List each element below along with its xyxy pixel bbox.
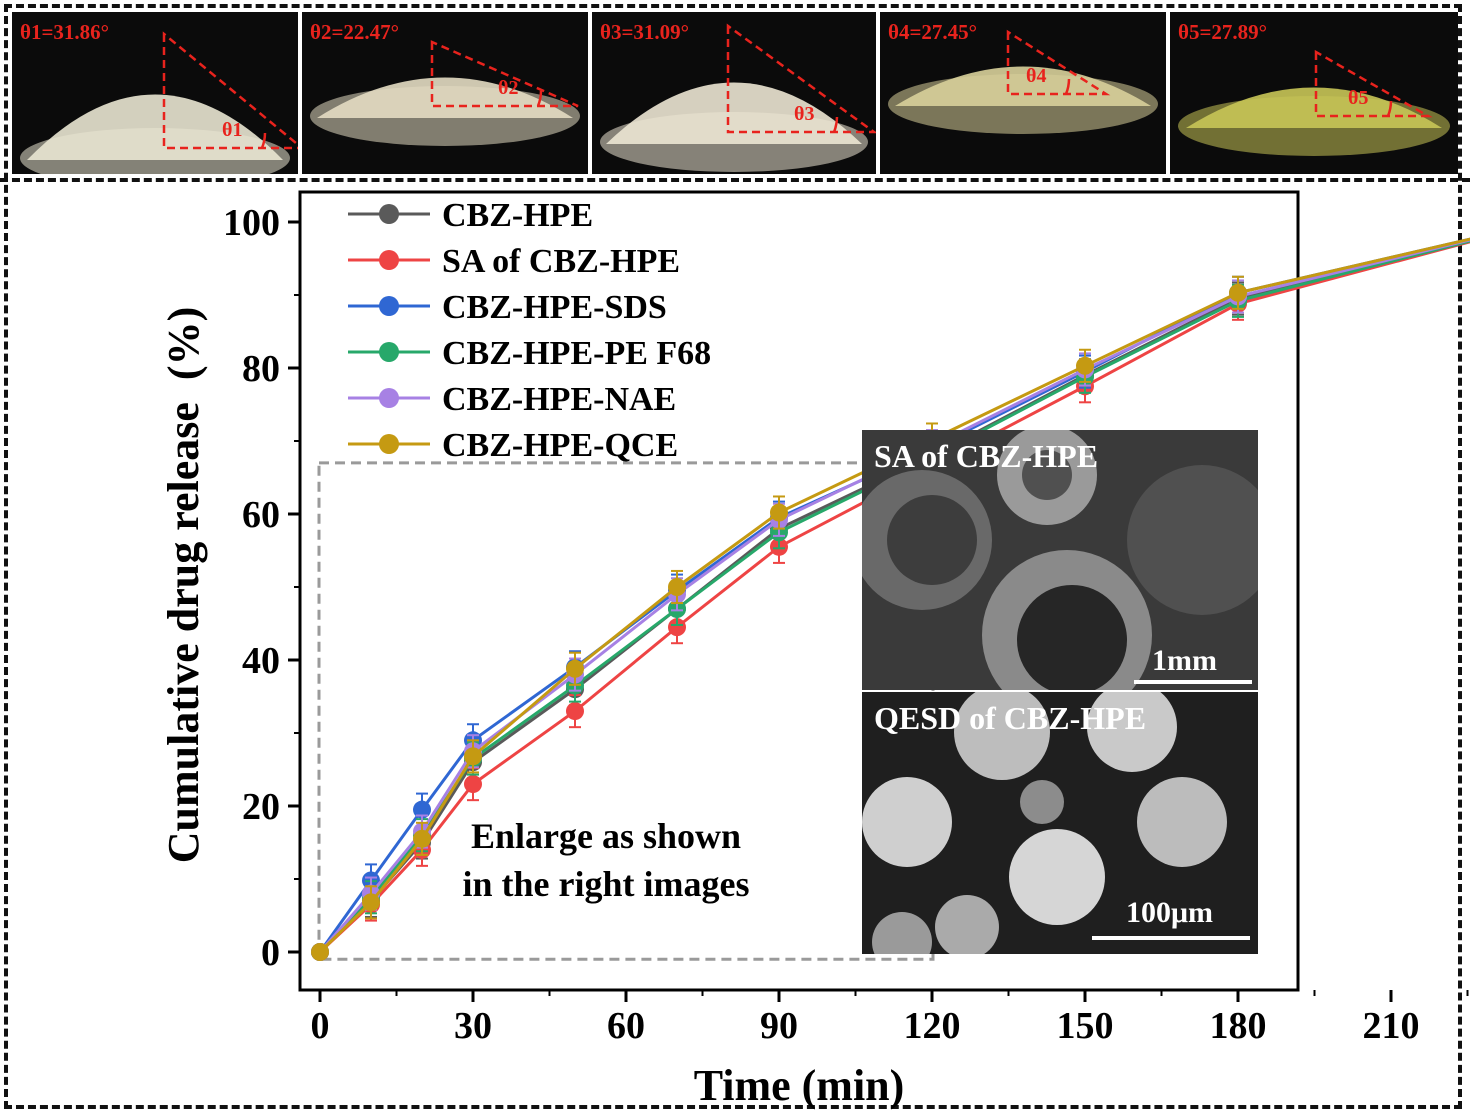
legend-marker	[379, 250, 399, 270]
legend-label: CBZ-HPE-QCE	[442, 427, 678, 464]
data-point	[1076, 356, 1094, 375]
powder-scene: θ1	[20, 31, 298, 174]
x-tick-label: 120	[904, 1005, 961, 1047]
legend-marker	[379, 434, 399, 454]
angle-symbol: θ1	[222, 119, 242, 141]
zoom-box	[317, 461, 935, 961]
x-axis-label: Time (min)	[694, 1061, 905, 1110]
angle-symbol: θ5	[1348, 87, 1368, 109]
angle-triangle	[162, 31, 298, 150]
section-divider	[0, 178, 1470, 182]
x-tick-label: 30	[454, 1005, 492, 1047]
y-tick-label: 100	[223, 202, 280, 244]
sem-image-sa	[862, 430, 1258, 690]
powder-scene: θ4	[888, 29, 1158, 134]
angle-symbol: θ3	[794, 103, 814, 125]
legend-marker	[379, 296, 399, 316]
sem-label-sa: SA of CBZ-HPE	[874, 438, 1099, 474]
x-tick-label: 0	[311, 1005, 330, 1047]
legend-label: CBZ-HPE-PE F68	[442, 335, 711, 372]
data-point	[668, 618, 686, 637]
sem-label-qesd: QESD of CBZ-HPE	[874, 700, 1147, 736]
angle-triangle	[430, 40, 579, 108]
data-point	[362, 893, 380, 912]
powder-photo-4: θ4 θ4=27.45°	[880, 12, 1166, 174]
legend-label: CBZ-HPE	[442, 197, 593, 234]
angle-triangle	[1006, 29, 1111, 96]
x-tick-label: 90	[760, 1005, 798, 1047]
legend-label: SA of CBZ-HPE	[442, 243, 680, 280]
x-tick-label: 150	[1057, 1005, 1114, 1047]
powder-scene: θ5	[1178, 49, 1450, 156]
angle-arc	[832, 116, 839, 133]
legend-marker	[379, 342, 399, 362]
legend-marker	[379, 204, 399, 224]
data-point	[566, 702, 584, 721]
data-point	[413, 829, 431, 848]
scale-text-sa: 1mm	[1152, 644, 1217, 677]
legend-label: CBZ-HPE-SDS	[442, 289, 667, 326]
powder-photo-1: θ1 θ1=31.86°	[12, 12, 298, 174]
data-point	[770, 503, 788, 522]
data-point	[566, 659, 584, 678]
figure-frame	[4, 4, 1462, 1109]
y-tick-label: 20	[242, 786, 280, 828]
x-tick-label: 60	[607, 1005, 645, 1047]
x-tick-label: 210	[1363, 1005, 1420, 1047]
angle-arc	[536, 90, 543, 107]
powder-pile	[606, 82, 862, 144]
zoom-box-text: in the right images	[463, 864, 750, 904]
release-chart: 0306090120150180210240020406080100Time (…	[159, 190, 1470, 1110]
data-point	[464, 775, 482, 794]
data-point	[413, 800, 431, 819]
angle-label: θ2=22.47°	[310, 20, 400, 44]
powder-scene: θ3	[600, 23, 876, 172]
angle-label: θ4=27.45°	[888, 20, 978, 44]
powder-scene: θ2	[310, 40, 580, 146]
angle-triangle	[1314, 49, 1433, 118]
scale-bar-qesd	[1092, 936, 1250, 940]
angle-arc	[1386, 100, 1393, 117]
angle-arc	[260, 132, 267, 149]
angle-symbol: θ4	[1026, 65, 1046, 87]
scale-bar-sa	[1134, 680, 1252, 684]
y-tick-label: 60	[242, 494, 280, 536]
scale-text-qesd: 100μm	[1126, 896, 1213, 929]
plot-frame	[298, 190, 1300, 992]
series-cbz-hpe-qce	[311, 237, 1470, 961]
powder-pile	[27, 94, 283, 160]
data-point	[464, 747, 482, 766]
sem-inset-sa: SA of CBZ-HPE 1mm	[862, 430, 1258, 690]
data-point	[1229, 283, 1247, 302]
y-tick-label: 0	[261, 932, 280, 974]
angle-label: θ1=31.86°	[20, 20, 110, 44]
legend-label: CBZ-HPE-NAE	[442, 381, 676, 418]
y-axis-label: Cumulative drug release (%)	[159, 307, 208, 863]
angle-symbol: θ2	[498, 77, 518, 99]
powder-photo-5: θ5 θ5=27.89°	[1170, 12, 1458, 174]
y-tick-label: 80	[242, 348, 280, 390]
powder-photo-2: θ2 θ2=22.47°	[302, 12, 588, 174]
y-tick-label: 40	[242, 640, 280, 682]
sem-image-qesd	[862, 692, 1258, 954]
data-point	[311, 943, 329, 961]
angle-triangle	[726, 23, 876, 134]
x-tick-label: 180	[1210, 1005, 1267, 1047]
powder-pile	[1186, 87, 1442, 128]
legend-marker	[379, 388, 399, 408]
zoom-box-text: Enlarge as shown	[471, 816, 741, 856]
angle-label: θ5=27.89°	[1178, 20, 1268, 44]
sem-inset-qesd: QESD of CBZ-HPE 100μm	[862, 692, 1258, 954]
angle-arc	[1064, 78, 1071, 95]
powder-photo-3: θ3 θ3=31.09°	[592, 12, 876, 174]
powder-pile	[317, 77, 573, 118]
powder-pile	[895, 66, 1151, 106]
angle-label: θ3=31.09°	[600, 20, 690, 44]
data-point	[668, 578, 686, 596]
